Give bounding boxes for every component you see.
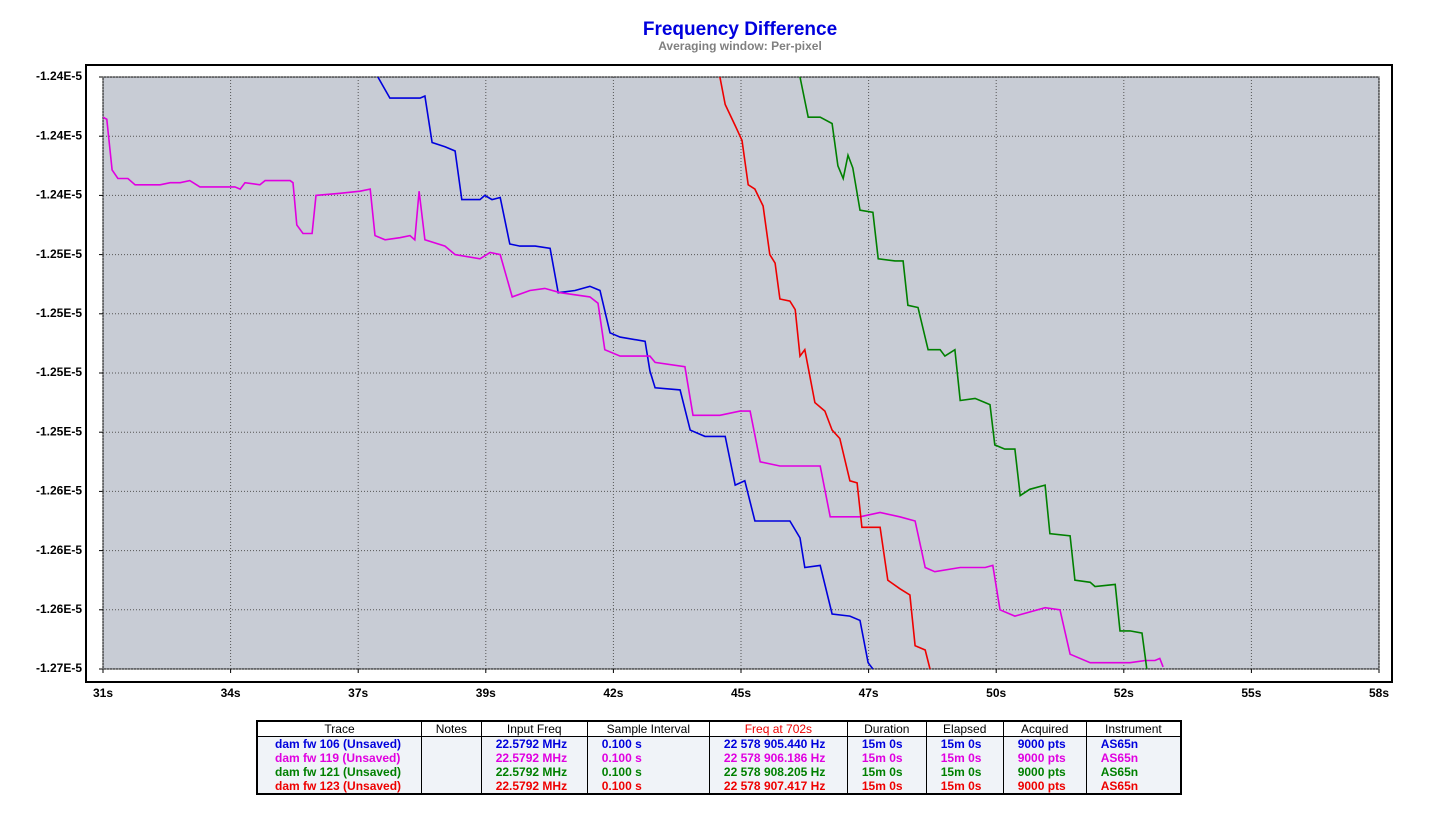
x-tick-label: 47s — [859, 686, 879, 700]
table-cell: 15m 0s — [846, 736, 927, 751]
grid — [99, 76, 1380, 673]
x-tick-label: 31s — [93, 686, 113, 700]
table-cell: 22 578 908.205 Hz — [708, 765, 848, 779]
table-cell: 0.100 s — [586, 751, 710, 765]
table-cell: 9000 pts — [1002, 736, 1087, 751]
plot-area — [102, 76, 1380, 670]
table-cell: dam fw 119 (Unsaved) — [256, 751, 423, 765]
y-tick-label: -1.26E-5 — [36, 602, 82, 616]
y-tick-label: -1.24E-5 — [36, 128, 82, 142]
y-tick-label: -1.24E-5 — [36, 69, 82, 83]
column-header: Freq at 702s — [708, 720, 848, 737]
table-cell — [421, 751, 482, 765]
table-cell — [421, 779, 482, 795]
table-cell — [421, 765, 482, 779]
y-tick-label: -1.25E-5 — [36, 247, 82, 261]
table-cell: AS65n — [1085, 779, 1182, 795]
y-tick-label: -1.25E-5 — [36, 424, 82, 438]
table-cell: AS65n — [1085, 736, 1182, 751]
table-cell: 9000 pts — [1002, 765, 1087, 779]
chart-title: Frequency Difference — [643, 19, 837, 40]
table-cell: AS65n — [1085, 765, 1182, 779]
table-cell: 15m 0s — [925, 751, 1004, 765]
table-cell: 0.100 s — [586, 736, 710, 751]
table-cell: 15m 0s — [846, 779, 927, 795]
series-line — [103, 116, 1164, 668]
x-tick-label: 42s — [603, 686, 623, 700]
table-cell: dam fw 106 (Unsaved) — [256, 736, 423, 751]
table-cell: 9000 pts — [1002, 779, 1087, 795]
table-cell: dam fw 123 (Unsaved) — [256, 779, 423, 795]
series-line — [799, 77, 1148, 669]
table-cell: dam fw 121 (Unsaved) — [256, 765, 423, 779]
table-cell: 15m 0s — [925, 779, 1004, 795]
y-tick-label: -1.26E-5 — [36, 484, 82, 498]
x-tick-label: 37s — [348, 686, 368, 700]
table-cell: AS65n — [1085, 751, 1182, 765]
table-cell: 15m 0s — [925, 765, 1004, 779]
x-tick-label: 45s — [731, 686, 751, 700]
x-tick-label: 58s — [1369, 686, 1389, 700]
table-cell: 9000 pts — [1002, 751, 1087, 765]
x-tick-label: 34s — [221, 686, 241, 700]
trace-table: Trace Notes Input Freq Sample Interval Freq … — [256, 720, 1182, 795]
table-cell: 22.5792 MHz — [480, 765, 588, 779]
table-cell: 22.5792 MHz — [480, 736, 588, 751]
table-row: dam fw 106 (Unsaved) 22.5792 MHz 0.100 s 22… — [256, 736, 1182, 751]
column-header: Notes — [421, 720, 482, 737]
table-cell: 22 578 907.417 Hz — [708, 779, 848, 795]
table-row: dam fw 119 (Unsaved) 22.5792 MHz 0.100 s 22… — [256, 751, 1182, 765]
table-cell: 15m 0s — [925, 736, 1004, 751]
series-line — [719, 77, 931, 669]
column-header: Elapsed — [925, 720, 1004, 737]
chart: Frequency Difference Averaging window: P… — [36, 19, 1393, 700]
column-header: Instrument — [1085, 720, 1182, 737]
y-tick-label: -1.27E-5 — [36, 661, 82, 675]
table-cell: 22 578 906.186 Hz — [708, 751, 848, 765]
x-tick-label: 50s — [986, 686, 1006, 700]
x-tick-label: 55s — [1241, 686, 1261, 700]
lines — [103, 77, 1164, 669]
column-header: Sample Interval — [586, 720, 710, 737]
table-cell: 22.5792 MHz — [480, 751, 588, 765]
y-tick-label: -1.25E-5 — [36, 306, 82, 320]
chart-subtitle: Averaging window: Per-pixel — [658, 39, 822, 53]
y-tick-label: -1.24E-5 — [36, 188, 82, 202]
x-tick-label: 52s — [1114, 686, 1134, 700]
table-cell: 0.100 s — [586, 779, 710, 795]
column-header: Acquired — [1002, 720, 1087, 737]
table-row: dam fw 121 (Unsaved) 22.5792 MHz 0.100 s 22… — [256, 765, 1182, 779]
y-tick-label: -1.25E-5 — [36, 365, 82, 379]
y-tick-label: -1.26E-5 — [36, 543, 82, 557]
table-cell: 0.100 s — [586, 765, 710, 779]
table-cell: 22.5792 MHz — [480, 779, 588, 795]
column-header: Duration — [846, 720, 927, 737]
table-cell: 15m 0s — [846, 765, 927, 779]
table-cell: 22 578 905.440 Hz — [708, 736, 848, 751]
header-row: Trace Notes Input Freq Sample Interval Freq … — [256, 720, 1182, 737]
table-cell: 15m 0s — [846, 751, 927, 765]
column-header: Input Freq — [480, 720, 588, 737]
series-line — [377, 77, 874, 669]
x-tick-label: 39s — [476, 686, 496, 700]
table-cell — [421, 736, 482, 751]
column-header: Trace — [256, 720, 423, 737]
table-row: dam fw 123 (Unsaved) 22.5792 MHz 0.100 s 22… — [256, 779, 1182, 795]
